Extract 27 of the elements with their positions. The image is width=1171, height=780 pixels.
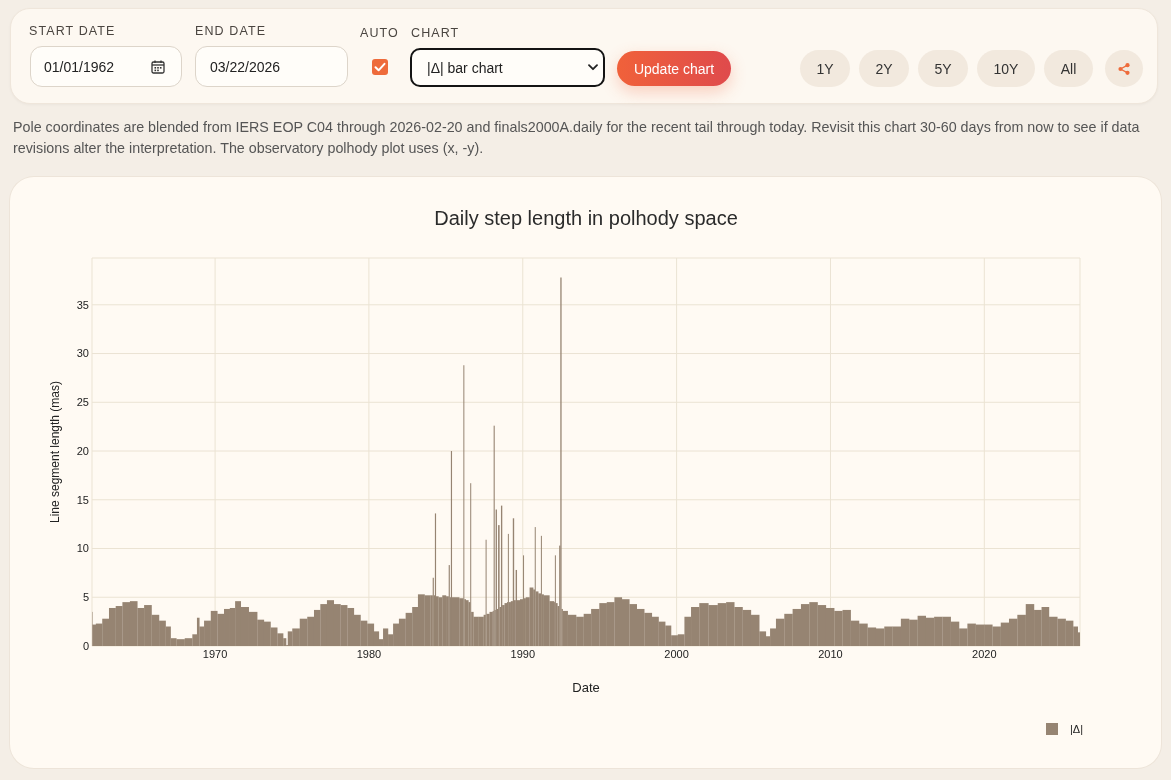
- x-tick-label: 2020: [972, 647, 997, 660]
- y-tick-label: 0: [82, 639, 89, 652]
- x-tick-label: 2010: [818, 647, 843, 660]
- x-tick-label: 1990: [510, 647, 536, 660]
- y-axis-title: Line segment length (mas): [48, 380, 62, 524]
- y-tick-label: 5: [82, 591, 89, 604]
- legend-label: |Δ|: [1069, 722, 1083, 737]
- x-tick-label: 1980: [356, 647, 382, 660]
- text: START DATE: [29, 24, 116, 39]
- select-box: |Δ| bar chart: [410, 48, 605, 87]
- x-axis-title: Date: [571, 680, 601, 696]
- date-input: 01/01/1962: [30, 46, 182, 87]
- button: Update chart: [617, 51, 731, 86]
- y-tick-label: 35: [76, 298, 89, 311]
- y-tick-label: 15: [76, 493, 89, 506]
- y-tick-label: 30: [76, 347, 89, 360]
- y-tick-label: 10: [76, 542, 89, 555]
- text: CHART: [411, 26, 460, 41]
- x-tick-label: 2000: [664, 647, 689, 660]
- text: END DATE: [195, 24, 267, 39]
- date-input: 03/22/2026: [195, 46, 348, 87]
- y-tick-label: 25: [76, 396, 89, 409]
- y-tick-label: 20: [76, 444, 89, 457]
- chart-title: Daily step length in polhody space: [433, 206, 739, 230]
- text: Pole coordinates are blended from IERS EOP C04 through 2026-02-20 and finals2000A.daily for the recent tail through today. Revisit this chart 30-60 days from now to see if data revisions alter the interpretation. The observatory polhody plot uses (x, -y).: [13, 118, 1141, 158]
- text: AUTO: [360, 26, 399, 41]
- x-tick-label: 1970: [202, 647, 228, 660]
